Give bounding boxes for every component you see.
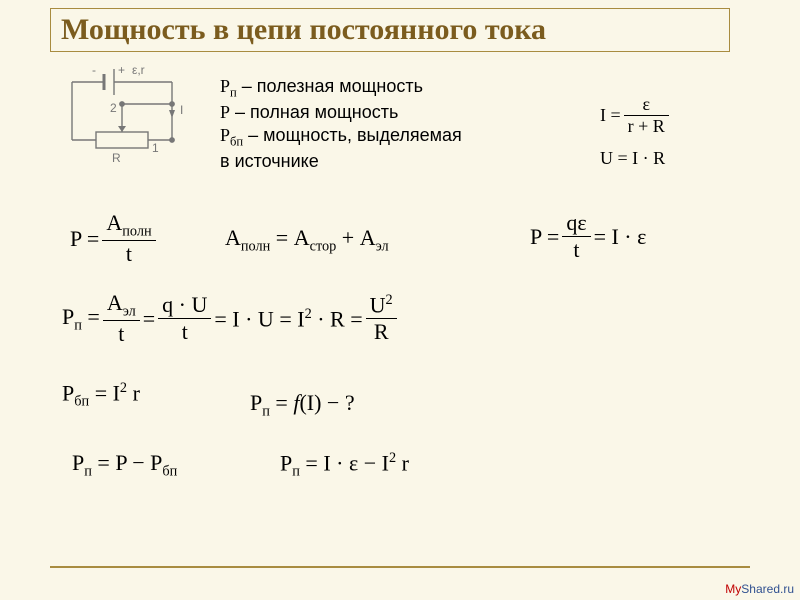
formula-P_def: P = Aполнt [70, 210, 159, 267]
node1-label: 1 [152, 141, 159, 155]
formula-P_qeps: P = qεt = I · ε [530, 210, 646, 263]
formula-I_eq: I = εr + R [600, 94, 672, 137]
definition-line: P – полная мощность [220, 101, 462, 124]
slide: Мощность в цепи постоянного тока [0, 0, 800, 600]
formula-U_eq: U = I · R [600, 148, 665, 169]
formula-Pn_fI: Pп = f(I) − ? [250, 390, 355, 420]
formula-A_poln: Aполн = Aстор + Aэл [225, 225, 389, 255]
resistor-label: R [112, 151, 121, 165]
circuit-diagram: ε,r - + I R 1 2 [52, 62, 202, 172]
slide-title: Мощность в цепи постоянного тока [61, 13, 719, 47]
divider-rule [50, 566, 750, 568]
formula-Pn_Ieps: Pп = I · ε − I2 r [280, 450, 409, 481]
title-box: Мощность в цепи постоянного тока [50, 8, 730, 52]
formula-Pn_diff: Pп = P − Pбп [72, 450, 177, 480]
watermark: MyShared.ru [725, 582, 794, 596]
emf-label: ε,r [132, 63, 145, 77]
formula-Pn_chain: Pп = Aэлt = q · Ut = I · U = I2 · R = U2… [62, 290, 400, 347]
definition-line: Pбп – мощность, выделяемая [220, 124, 462, 150]
formula-Pbn_I2r: Pбп = I2 r [62, 380, 140, 411]
definitions: Pп – полезная мощностьP – полная мощност… [220, 75, 462, 173]
definition-line: в источнике [220, 150, 462, 173]
definition-line: Pп – полезная мощность [220, 75, 462, 101]
plus-label: + [118, 63, 125, 77]
current-label: I [180, 103, 183, 117]
node2-label: 2 [110, 101, 117, 115]
watermark-part2: Shared.ru [741, 582, 794, 596]
minus-label: - [92, 63, 96, 77]
watermark-part1: My [725, 582, 741, 596]
